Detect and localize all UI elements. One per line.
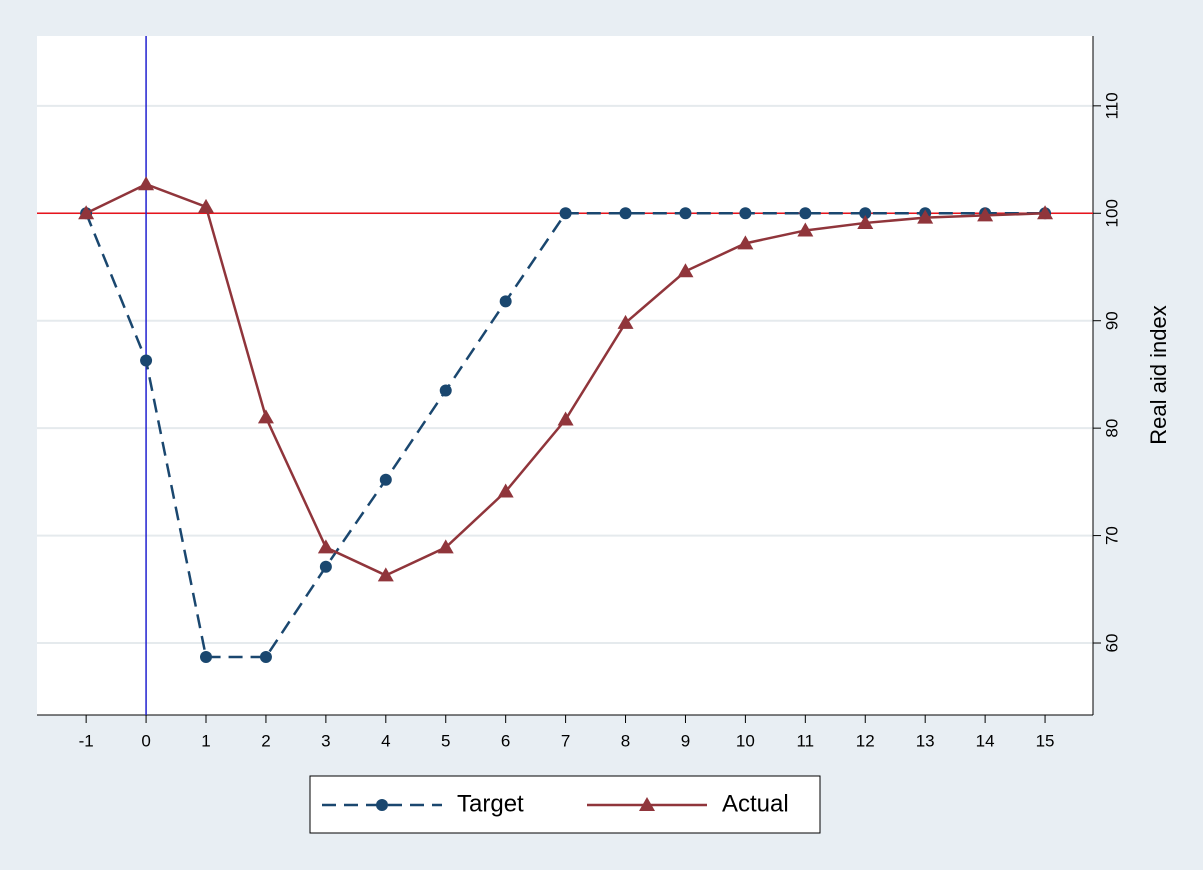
point	[799, 207, 812, 220]
x-tick-label: 5	[441, 731, 450, 750]
point	[679, 207, 692, 220]
point	[259, 650, 272, 663]
point	[1037, 205, 1054, 220]
point	[198, 198, 215, 213]
point	[499, 295, 512, 308]
x-tick-label: 12	[856, 731, 875, 750]
point	[437, 539, 454, 554]
x-tick-label: 10	[736, 731, 755, 750]
x-tick-label: 8	[621, 731, 630, 750]
y-tick-label: 90	[1102, 311, 1121, 330]
x-tick-label: 0	[141, 731, 150, 750]
x-tick-label: 1	[201, 731, 210, 750]
point	[977, 207, 994, 222]
point	[377, 567, 394, 582]
y-tick-label: 110	[1102, 92, 1121, 119]
point	[200, 650, 213, 663]
point	[439, 384, 452, 397]
point	[78, 205, 95, 220]
point	[257, 409, 274, 424]
x-tick-label: -1	[79, 731, 94, 750]
legend-label: Actual	[722, 790, 789, 817]
x-tick-label: 14	[976, 731, 995, 750]
point	[917, 209, 934, 224]
y-tick-label: 80	[1102, 419, 1121, 438]
point	[619, 207, 632, 220]
point	[317, 539, 334, 554]
y-tick-label: 60	[1102, 634, 1121, 653]
x-tick-label: 3	[321, 731, 330, 750]
point	[559, 207, 572, 220]
point	[138, 176, 155, 191]
x-tick-label: 13	[916, 731, 935, 750]
point	[617, 314, 634, 329]
x-tick-label: 2	[261, 731, 270, 750]
point	[739, 207, 752, 220]
x-tick-label: 6	[501, 731, 510, 750]
point	[379, 473, 392, 486]
y-axis-title: Real aid index	[1146, 305, 1171, 444]
x-tick-label: 11	[796, 731, 814, 750]
point	[857, 214, 874, 229]
y-tick-label: 70	[1102, 526, 1121, 545]
point	[140, 354, 153, 367]
point	[677, 263, 694, 278]
x-tick-label: 7	[561, 731, 570, 750]
point	[497, 483, 514, 498]
point	[797, 222, 814, 237]
point	[557, 411, 574, 426]
x-tick-label: 9	[681, 731, 690, 750]
plot-area	[37, 36, 1093, 715]
point	[737, 235, 754, 250]
point	[319, 560, 332, 573]
legend-label: Target	[457, 790, 524, 817]
point	[859, 207, 872, 220]
y-tick-label: 100	[1102, 199, 1121, 227]
x-tick-label: 15	[1036, 731, 1055, 750]
legend-marker	[376, 799, 388, 811]
legend-marker	[639, 797, 655, 811]
x-tick-label: 4	[381, 731, 390, 750]
